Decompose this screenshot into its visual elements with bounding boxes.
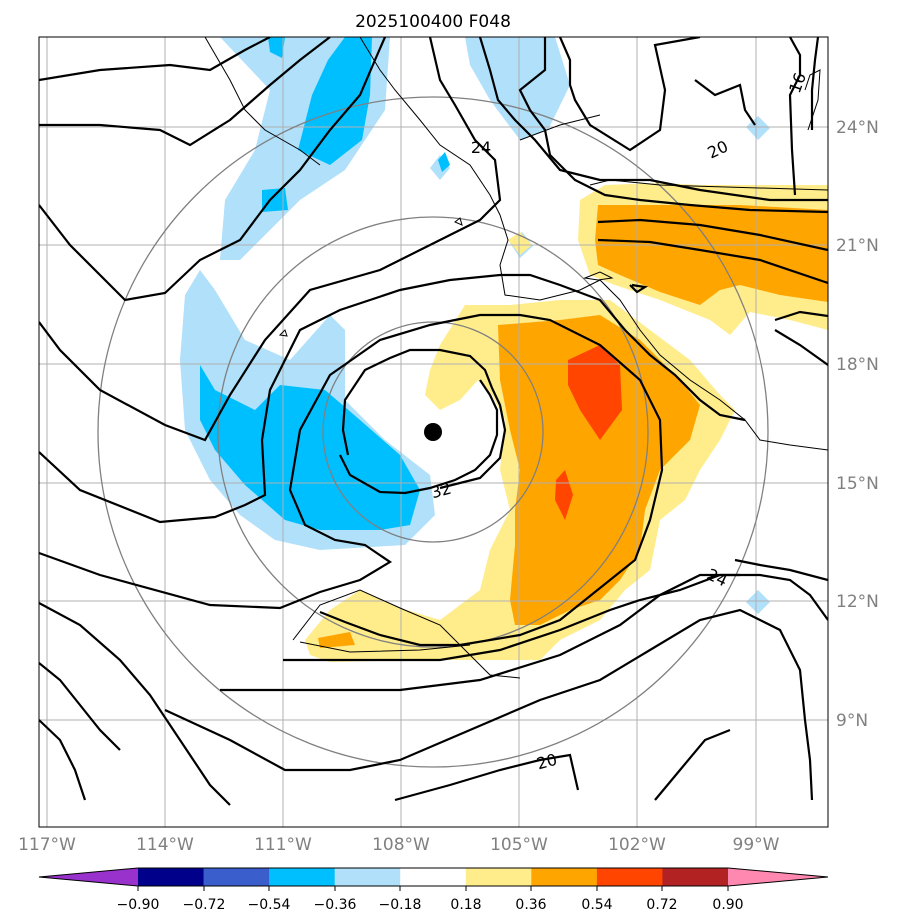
lat-label-12n: 12°N <box>836 592 879 612</box>
colorbar-segment <box>465 868 532 886</box>
colorbar-segment <box>596 868 663 886</box>
positive-shading-medium <box>318 205 828 648</box>
colorbar-tick-label: −0.36 <box>314 897 357 913</box>
colorbar-extend-low <box>39 868 138 886</box>
lon-label-99w: 99°W <box>733 835 780 855</box>
range-rings <box>97 96 769 768</box>
height-contours <box>39 37 828 806</box>
latitude-axis: 24°N 21°N 18°N 15°N 12°N 9°N <box>836 118 879 731</box>
lat-lon-gridlines <box>39 37 828 827</box>
lat-label-21n: 21°N <box>836 236 879 256</box>
colorbar-ticks <box>137 886 729 891</box>
lon-label-108w: 108°W <box>372 835 430 855</box>
colorbar-segment <box>138 868 205 886</box>
colorbar-tick-label: 0.72 <box>646 897 677 913</box>
colorbar-tick-label: −0.72 <box>183 897 226 913</box>
lon-label-102w: 102°W <box>608 835 666 855</box>
lat-label-18n: 18°N <box>836 355 879 375</box>
contour-label-32: 32 <box>429 479 454 503</box>
storm-center-marker <box>424 423 442 441</box>
lon-label-114w: 114°W <box>136 835 194 855</box>
lat-label-9n: 9°N <box>836 711 868 731</box>
lat-label-15n: 15°N <box>836 474 879 494</box>
colorbar-tick-label: 0.36 <box>515 897 546 913</box>
lat-label-24n: 24°N <box>836 118 879 138</box>
longitude-axis: 117°W 114°W 111°W 108°W 105°W 102°W 99°W <box>18 835 780 855</box>
contour-label-20-south: 20 <box>535 750 560 774</box>
colorbar-segments <box>39 868 828 886</box>
colorbar: −0.90 −0.72 −0.54 −0.36 −0.18 0.18 0.36 … <box>38 867 829 913</box>
lon-label-111w: 111°W <box>254 835 312 855</box>
colorbar-segment <box>269 868 336 886</box>
lon-label-105w: 105°W <box>490 835 548 855</box>
colorbar-tick-label: −0.90 <box>117 897 160 913</box>
colorbar-segment <box>400 868 467 886</box>
colorbar-segment <box>531 868 598 886</box>
chart-title: 2025100400 F048 <box>355 12 511 32</box>
colorbar-extend-high <box>728 868 828 886</box>
colorbar-tick-label: 0.90 <box>712 897 743 913</box>
colorbar-segment <box>662 868 729 886</box>
lon-label-117w: 117°W <box>18 835 76 855</box>
colorbar-tick-label: −0.54 <box>248 897 291 913</box>
negative-shading-medium <box>200 37 450 530</box>
map-frame <box>38 36 829 828</box>
contour-label-24-north: 24 <box>471 138 491 157</box>
colorbar-tick-label: 0.18 <box>450 897 481 913</box>
colorbar-tick-label: 0.54 <box>581 897 612 913</box>
coastline <box>204 37 828 679</box>
colorbar-segment <box>203 868 270 886</box>
colorbar-segment <box>334 868 401 886</box>
colorbar-tick-label: −0.18 <box>379 897 422 913</box>
